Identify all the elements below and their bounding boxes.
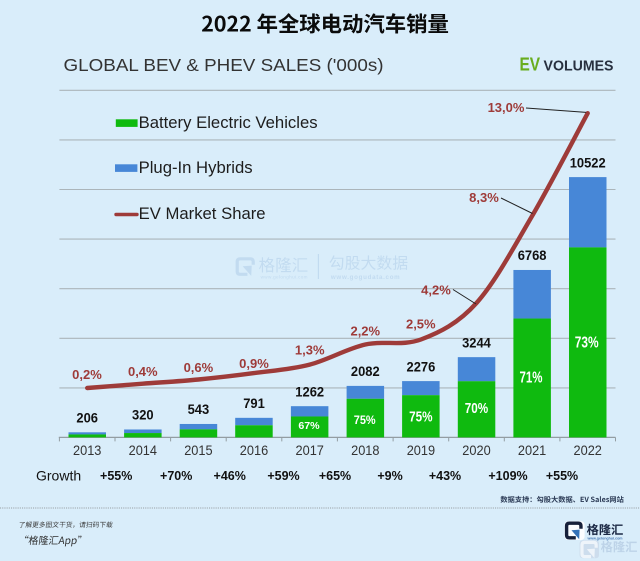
svg-text:+109%: +109% [488, 469, 527, 483]
svg-text:2,2%: 2,2% [350, 324, 380, 339]
svg-text:2019: 2019 [407, 442, 436, 458]
svg-text:2013: 2013 [73, 442, 102, 458]
svg-text:2,5%: 2,5% [406, 317, 436, 332]
svg-text:791: 791 [243, 395, 265, 411]
svg-text:Battery Electric Vehicles: Battery Electric Vehicles [139, 113, 318, 132]
svg-text:EV: EV [520, 55, 541, 75]
svg-text:2014: 2014 [129, 442, 158, 458]
svg-text:+70%: +70% [160, 469, 192, 483]
svg-text:2017: 2017 [296, 442, 325, 458]
svg-text:2020: 2020 [462, 442, 491, 458]
svg-text:1,3%: 1,3% [295, 343, 325, 358]
svg-text:2276: 2276 [407, 358, 436, 374]
svg-text:EV Market Share: EV Market Share [139, 204, 266, 223]
svg-text:0,4%: 0,4% [128, 364, 158, 379]
svg-text:70%: 70% [465, 400, 488, 417]
svg-text:+55%: +55% [546, 469, 578, 483]
svg-text:206: 206 [76, 410, 98, 426]
svg-text:www.gelonghui.com: www.gelonghui.com [261, 274, 308, 279]
svg-text:+65%: +65% [319, 469, 351, 483]
svg-text:www.gelonghui.com: www.gelonghui.com [586, 536, 622, 540]
svg-text:543: 543 [188, 401, 210, 417]
svg-text:2015: 2015 [184, 442, 213, 458]
svg-text:75%: 75% [354, 413, 376, 427]
svg-text:0,6%: 0,6% [184, 360, 214, 375]
svg-text:67%: 67% [298, 420, 320, 432]
svg-text:GLOBAL BEV & PHEV SALES ('000s: GLOBAL BEV & PHEV SALES ('000s) [64, 55, 384, 75]
svg-text:6768: 6768 [518, 247, 547, 263]
svg-text:+59%: +59% [267, 469, 299, 483]
svg-text:3244: 3244 [462, 334, 491, 350]
svg-text:2021: 2021 [518, 442, 547, 458]
svg-text:8,3%: 8,3% [469, 190, 499, 205]
svg-text:Plug-In Hybrids: Plug-In Hybrids [139, 158, 253, 177]
svg-text:2022: 2022 [574, 442, 603, 458]
svg-text:1262: 1262 [295, 383, 324, 399]
svg-text:0,9%: 0,9% [239, 356, 269, 371]
svg-text:2016: 2016 [240, 442, 269, 458]
svg-text:+9%: +9% [377, 469, 402, 483]
svg-text:320: 320 [132, 407, 154, 423]
svg-text:71%: 71% [520, 370, 543, 387]
svg-text:Growth: Growth [36, 467, 81, 483]
svg-text:2018: 2018 [351, 442, 380, 458]
svg-text:+55%: +55% [100, 469, 132, 483]
svg-text:0,2%: 0,2% [72, 367, 102, 382]
svg-text:10522: 10522 [570, 154, 606, 170]
svg-text:4,2%: 4,2% [421, 283, 451, 298]
svg-text:www.gogudata.com: www.gogudata.com [330, 274, 400, 281]
svg-text:+43%: +43% [429, 469, 461, 483]
svg-text:73%: 73% [575, 335, 599, 352]
svg-text:+46%: +46% [214, 469, 246, 483]
svg-text:VOLUMES: VOLUMES [544, 59, 614, 75]
svg-text:2082: 2082 [351, 363, 380, 379]
svg-text:75%: 75% [409, 410, 432, 426]
svg-text:13,0%: 13,0% [488, 100, 525, 115]
